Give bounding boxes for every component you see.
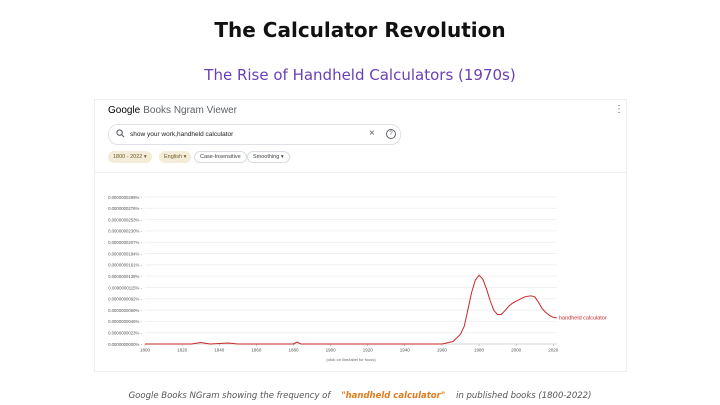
x-tick-label: 1820 — [177, 348, 188, 353]
google-logo-text: Google — [108, 105, 141, 116]
x-tick-label: 1800 — [140, 348, 151, 353]
y-tick-label: 0.0000000276% - — [108, 206, 142, 211]
x-tick-label: 2020 — [548, 348, 559, 353]
slide-subtitle: The Rise of Handheld Calculators (1970s) — [204, 66, 516, 84]
chevron-down-icon: ▾ — [280, 154, 284, 160]
language-label: English — [164, 154, 183, 160]
x-tick-label: 1900 — [326, 348, 337, 353]
x-tick-label: 1960 — [437, 348, 448, 353]
ngram-chart: 0.0000000000% - 0.0000000023% - 0.00000000… — [108, 195, 607, 362]
case-insensitive-label: Case-Insensitive — [200, 154, 241, 160]
x-tick-label: 2000 — [511, 348, 522, 353]
x-tick-label: 1940 — [400, 348, 411, 353]
caption-highlight: "handheld calculator" — [341, 391, 446, 401]
y-tick-label: 0.0000000161% - — [108, 263, 142, 268]
x-axis-note: (click on line/label for focus) — [326, 357, 376, 362]
divider — [95, 172, 626, 173]
y-tick-label: 0.0000000115% - — [108, 285, 142, 290]
y-tick-label: 0.0000000253% - — [108, 217, 142, 222]
y-tick-label: 0.0000000299% - — [108, 195, 142, 200]
y-tick-label: 0.0000000023% - — [108, 330, 142, 335]
x-tick-label: 1840 — [214, 348, 225, 353]
chevron-down-icon: ▾ — [143, 154, 147, 160]
x-tick-label: 1860 — [251, 348, 262, 353]
figure-caption: Google Books NGram showing the frequency… — [0, 391, 720, 401]
y-tick-label: 0.0000000046% - — [108, 319, 142, 324]
y-tick-label: 0.0000000092% - — [108, 297, 142, 302]
clear-icon[interactable]: × — [369, 128, 375, 139]
x-tick-label: 1980 — [474, 348, 485, 353]
ngram-logo-subtitle: Books Ngram Viewer — [143, 105, 237, 116]
slide-title: The Calculator Revolution — [214, 18, 506, 42]
search-input[interactable] — [130, 127, 350, 141]
smoothing-dropdown[interactable]: Smoothing ▾ — [247, 151, 290, 163]
caption-prefix: Google Books NGram showing the frequency… — [128, 391, 331, 401]
series-label: handheld calculator — [559, 316, 607, 322]
year-range-label: 1800 - 2022 — [113, 154, 143, 160]
search-box[interactable]: × ? — [108, 124, 401, 145]
y-tick-label: 0.0000000069% - — [108, 308, 142, 313]
ngram-logo[interactable]: Google Books Ngram Viewer — [108, 105, 237, 116]
language-dropdown[interactable]: English ▾ — [159, 151, 192, 163]
search-icon — [116, 129, 125, 138]
series-line-handheld-calculator — [145, 274, 558, 345]
help-icon[interactable]: ? — [386, 129, 396, 139]
year-range-dropdown[interactable]: 1800 - 2022 ▾ — [108, 151, 152, 163]
case-insensitive-toggle[interactable]: Case-Insensitive — [194, 151, 247, 163]
x-tick-label: 1880 — [288, 348, 299, 353]
y-tick-label: 0.0000000207% - — [108, 240, 142, 245]
y-tick-label: 0.0000000230% - — [108, 229, 142, 234]
caption-suffix: in published books (1800-2022) — [456, 391, 592, 401]
y-tick-label: 0.0000000000% - — [108, 342, 142, 347]
y-tick-label: 0.0000000184% - — [108, 251, 142, 256]
smoothing-label: Smoothing — [253, 154, 280, 160]
chevron-down-icon: ▾ — [183, 154, 187, 160]
kebab-menu-icon[interactable]: ⋮ — [614, 104, 624, 115]
x-tick-label: 1920 — [363, 348, 374, 353]
y-tick-label: 0.0000000138% - — [108, 274, 142, 279]
